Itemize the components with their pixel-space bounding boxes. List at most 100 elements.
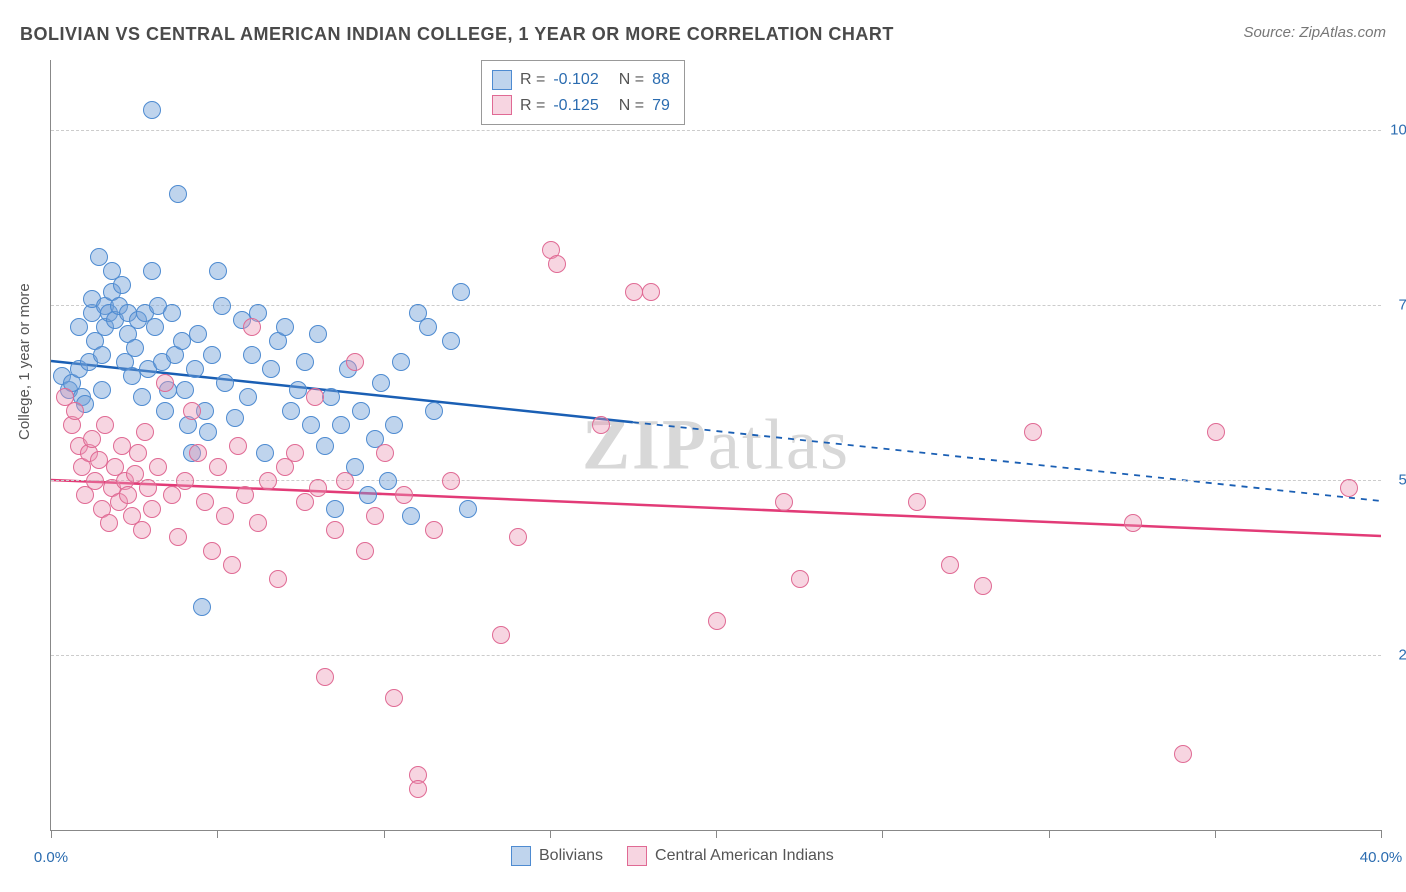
legend-swatch <box>492 70 512 90</box>
x-tick <box>882 830 883 838</box>
scatter-point <box>509 528 527 546</box>
scatter-point <box>209 262 227 280</box>
scatter-point <box>83 430 101 448</box>
legend-swatch <box>511 846 531 866</box>
scatter-point <box>66 402 84 420</box>
scatter-point <box>243 346 261 364</box>
scatter-point <box>143 500 161 518</box>
series-legend-label: Central American Indians <box>655 847 834 865</box>
scatter-point <box>425 402 443 420</box>
scatter-point <box>372 374 390 392</box>
scatter-point <box>126 339 144 357</box>
scatter-point <box>163 486 181 504</box>
stat-n-label: N = <box>619 67 644 93</box>
scatter-point <box>419 318 437 336</box>
stat-legend-row: R =-0.125N =79 <box>492 93 670 119</box>
scatter-point <box>173 332 191 350</box>
scatter-point <box>332 416 350 434</box>
scatter-point <box>974 577 992 595</box>
scatter-point <box>1124 514 1142 532</box>
stat-n-value: 88 <box>652 67 670 93</box>
scatter-point <box>409 780 427 798</box>
scatter-point <box>452 283 470 301</box>
scatter-point <box>176 472 194 490</box>
scatter-point <box>392 353 410 371</box>
gridline <box>51 480 1381 481</box>
scatter-point <box>119 486 137 504</box>
plot-area: ZIPatlas R =-0.102N =88R =-0.125N =79 Bo… <box>50 60 1381 831</box>
scatter-point <box>941 556 959 574</box>
scatter-point <box>296 493 314 511</box>
scatter-point <box>216 374 234 392</box>
gridline <box>51 305 1381 306</box>
y-tick-label: 100.0% <box>1390 122 1406 139</box>
scatter-point <box>136 423 154 441</box>
legend-swatch <box>492 95 512 115</box>
gridline <box>51 130 1381 131</box>
series-legend-item: Central American Indians <box>627 846 834 866</box>
scatter-point <box>156 374 174 392</box>
source-label: Source: ZipAtlas.com <box>1243 24 1386 41</box>
scatter-point <box>169 185 187 203</box>
watermark: ZIPatlas <box>582 404 850 487</box>
scatter-point <box>100 514 118 532</box>
legend-swatch <box>627 846 647 866</box>
x-tick <box>1381 830 1382 838</box>
scatter-point <box>306 388 324 406</box>
x-tick <box>384 830 385 838</box>
scatter-point <box>186 360 204 378</box>
scatter-point <box>196 493 214 511</box>
scatter-point <box>96 416 114 434</box>
scatter-point <box>492 626 510 644</box>
scatter-point <box>269 570 287 588</box>
scatter-point <box>133 388 151 406</box>
x-tick <box>1215 830 1216 838</box>
scatter-point <box>346 353 364 371</box>
scatter-point <box>791 570 809 588</box>
y-tick-label: 75.0% <box>1398 297 1406 314</box>
scatter-point <box>908 493 926 511</box>
scatter-point <box>189 444 207 462</box>
scatter-point <box>256 444 274 462</box>
scatter-point <box>322 388 340 406</box>
scatter-point <box>1207 423 1225 441</box>
chart-title: BOLIVIAN VS CENTRAL AMERICAN INDIAN COLL… <box>20 24 894 45</box>
scatter-point <box>90 451 108 469</box>
scatter-point <box>385 689 403 707</box>
stat-legend-row: R = -0.102 N = 88 <box>492 67 670 93</box>
stat-r-value: -0.102 <box>553 67 598 93</box>
scatter-point <box>93 346 111 364</box>
scatter-point <box>133 521 151 539</box>
scatter-point <box>183 402 201 420</box>
scatter-point <box>296 353 314 371</box>
scatter-point <box>326 521 344 539</box>
x-tick <box>217 830 218 838</box>
scatter-point <box>1024 423 1042 441</box>
chart-container: BOLIVIAN VS CENTRAL AMERICAN INDIAN COLL… <box>0 0 1406 892</box>
scatter-point <box>113 437 131 455</box>
stat-r-label: R = <box>520 67 545 93</box>
scatter-point <box>442 332 460 350</box>
scatter-point <box>642 283 660 301</box>
scatter-point <box>229 437 247 455</box>
trend-lines <box>51 60 1381 830</box>
scatter-point <box>149 458 167 476</box>
scatter-point <box>239 388 257 406</box>
x-tick <box>550 830 551 838</box>
stat-legend: R = -0.102 N = 88R =-0.125N =79 <box>481 60 685 125</box>
y-axis-title: College, 1 year or more <box>16 283 33 440</box>
scatter-point <box>336 472 354 490</box>
scatter-point <box>236 486 254 504</box>
x-tick-label: 40.0% <box>1360 849 1403 866</box>
scatter-point <box>146 318 164 336</box>
scatter-point <box>385 416 403 434</box>
scatter-point <box>356 542 374 560</box>
scatter-point <box>176 381 194 399</box>
scatter-point <box>262 360 280 378</box>
series-legend-item: Bolivians <box>511 846 603 866</box>
scatter-point <box>309 325 327 343</box>
x-tick <box>51 830 52 838</box>
scatter-point <box>113 276 131 294</box>
scatter-point <box>402 507 420 525</box>
scatter-point <box>86 472 104 490</box>
